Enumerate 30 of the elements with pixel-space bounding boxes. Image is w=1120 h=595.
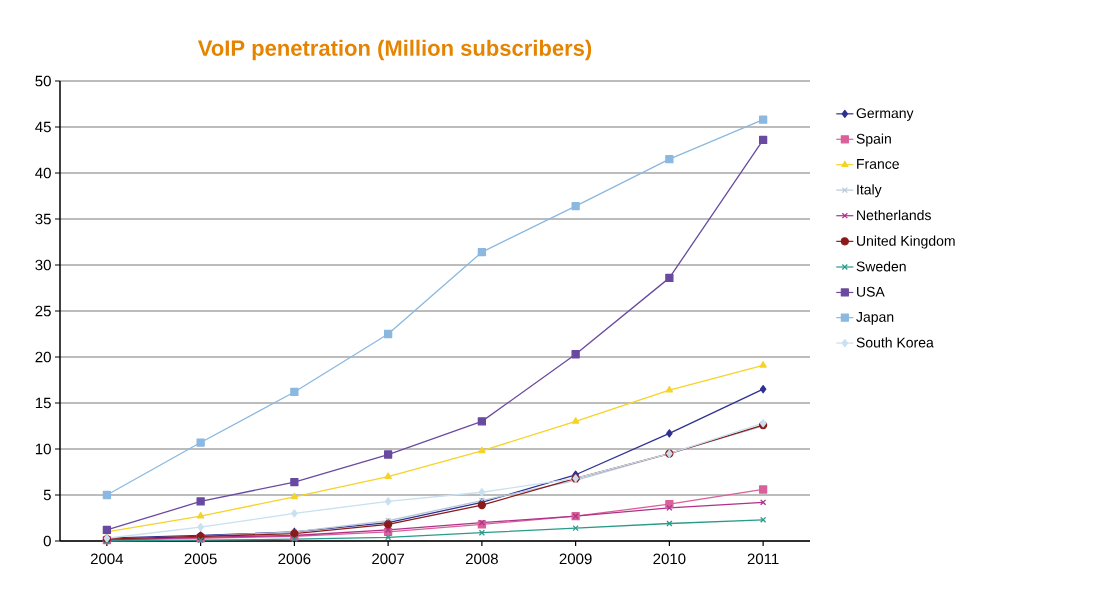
- y-tick-label: 25: [35, 305, 51, 317]
- legend-label: France: [857, 159, 899, 169]
- y-tick-label: 5: [43, 489, 51, 501]
- y-tick-label: 50: [35, 75, 51, 87]
- legend-label: Sweden: [856, 261, 906, 272]
- legend-label: Japan: [856, 312, 894, 325]
- y-tick-label: 30: [35, 259, 51, 271]
- y-tick-label: 40: [35, 167, 51, 179]
- x-tick-label: 2007: [372, 553, 405, 565]
- legend-label: United Kingdom: [857, 235, 955, 249]
- chart-title: VoIP penetration (Million subscribers): [197, 39, 592, 61]
- legend-label: Netherlands: [857, 209, 931, 221]
- y-tick-label: 20: [35, 351, 51, 363]
- x-tick-label: 2005: [184, 553, 217, 565]
- x-tick-label: 2008: [465, 553, 498, 565]
- y-tick-label: 10: [35, 443, 51, 455]
- legend-label: USA: [857, 286, 885, 297]
- x-tick-label: 2004: [90, 553, 124, 565]
- legend-label: South Korea: [856, 337, 934, 348]
- x-tick-label: 2009: [559, 553, 592, 565]
- y-tick-label: 0: [43, 535, 51, 547]
- legend-label: Spain: [856, 133, 891, 147]
- y-tick-label: 35: [35, 213, 51, 225]
- x-tick-label: 2006: [278, 553, 311, 565]
- x-tick-label: 2011: [747, 553, 779, 565]
- y-tick-label: 45: [35, 121, 51, 133]
- y-tick-label: 15: [35, 397, 51, 409]
- legend-label: Italy: [857, 184, 882, 198]
- x-tick-label: 2010: [653, 553, 686, 565]
- legend-label: Germany: [856, 108, 914, 121]
